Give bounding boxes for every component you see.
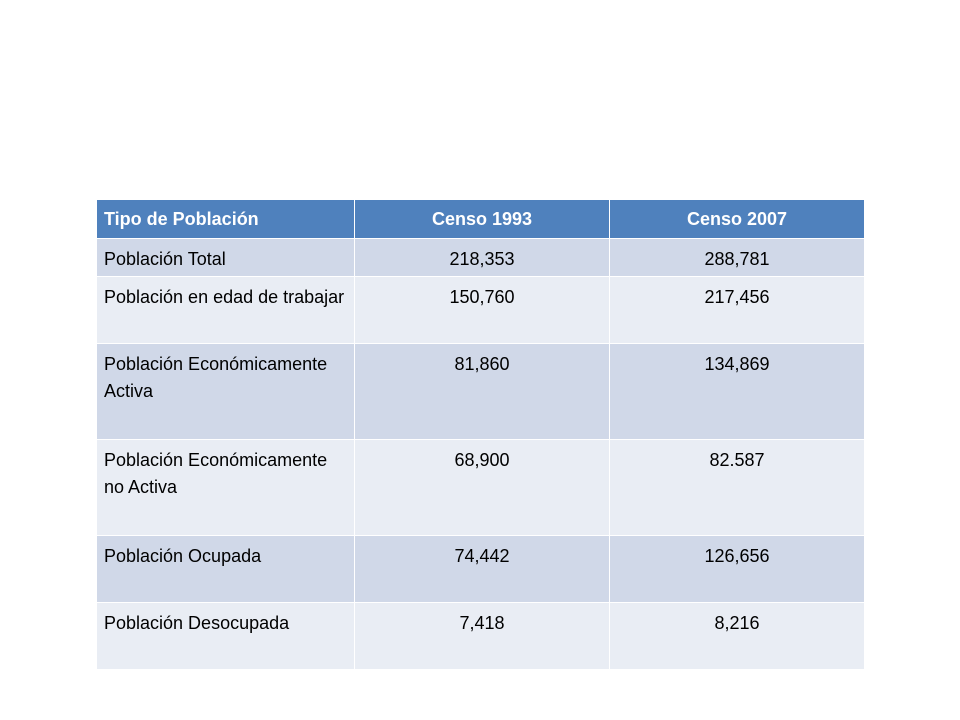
table-row: Población Económicamente no Activa 68,90… (96, 439, 865, 536)
value-censo-2007: 8,216 (609, 602, 865, 670)
value-censo-2007: 126,656 (609, 535, 865, 603)
value-censo-2007: 288,781 (609, 238, 865, 277)
row-label: Población en edad de trabajar (96, 276, 355, 344)
table-row: Población en edad de trabajar 150,760 21… (96, 276, 865, 344)
value-censo-1993: 74,442 (354, 535, 610, 603)
header-censo-1993: Censo 1993 (354, 199, 610, 239)
value-censo-2007: 82.587 (609, 439, 865, 536)
row-label: Población Económicamente no Activa (96, 439, 355, 536)
table-row: Población Ocupada 74,442 126,656 (96, 535, 865, 603)
row-label: Población Económicamente Activa (96, 343, 355, 440)
row-label: Población Desocupada (96, 602, 355, 670)
value-censo-2007: 217,456 (609, 276, 865, 344)
value-censo-1993: 81,860 (354, 343, 610, 440)
table-row: Población Económicamente Activa 81,860 1… (96, 343, 865, 440)
value-censo-1993: 150,760 (354, 276, 610, 344)
table-header-row: Tipo de Población Censo 1993 Censo 2007 (96, 199, 865, 239)
header-tipo-de-poblacion: Tipo de Población (96, 199, 355, 239)
row-label: Población Ocupada (96, 535, 355, 603)
table-row: Población Desocupada 7,418 8,216 (96, 602, 865, 670)
value-censo-1993: 7,418 (354, 602, 610, 670)
header-censo-2007: Censo 2007 (609, 199, 865, 239)
value-censo-2007: 134,869 (609, 343, 865, 440)
row-label: Población Total (96, 238, 355, 277)
value-censo-1993: 218,353 (354, 238, 610, 277)
value-censo-1993: 68,900 (354, 439, 610, 536)
population-table: Tipo de Población Censo 1993 Censo 2007 … (96, 199, 865, 670)
table-row: Población Total 218,353 288,781 (96, 238, 865, 277)
